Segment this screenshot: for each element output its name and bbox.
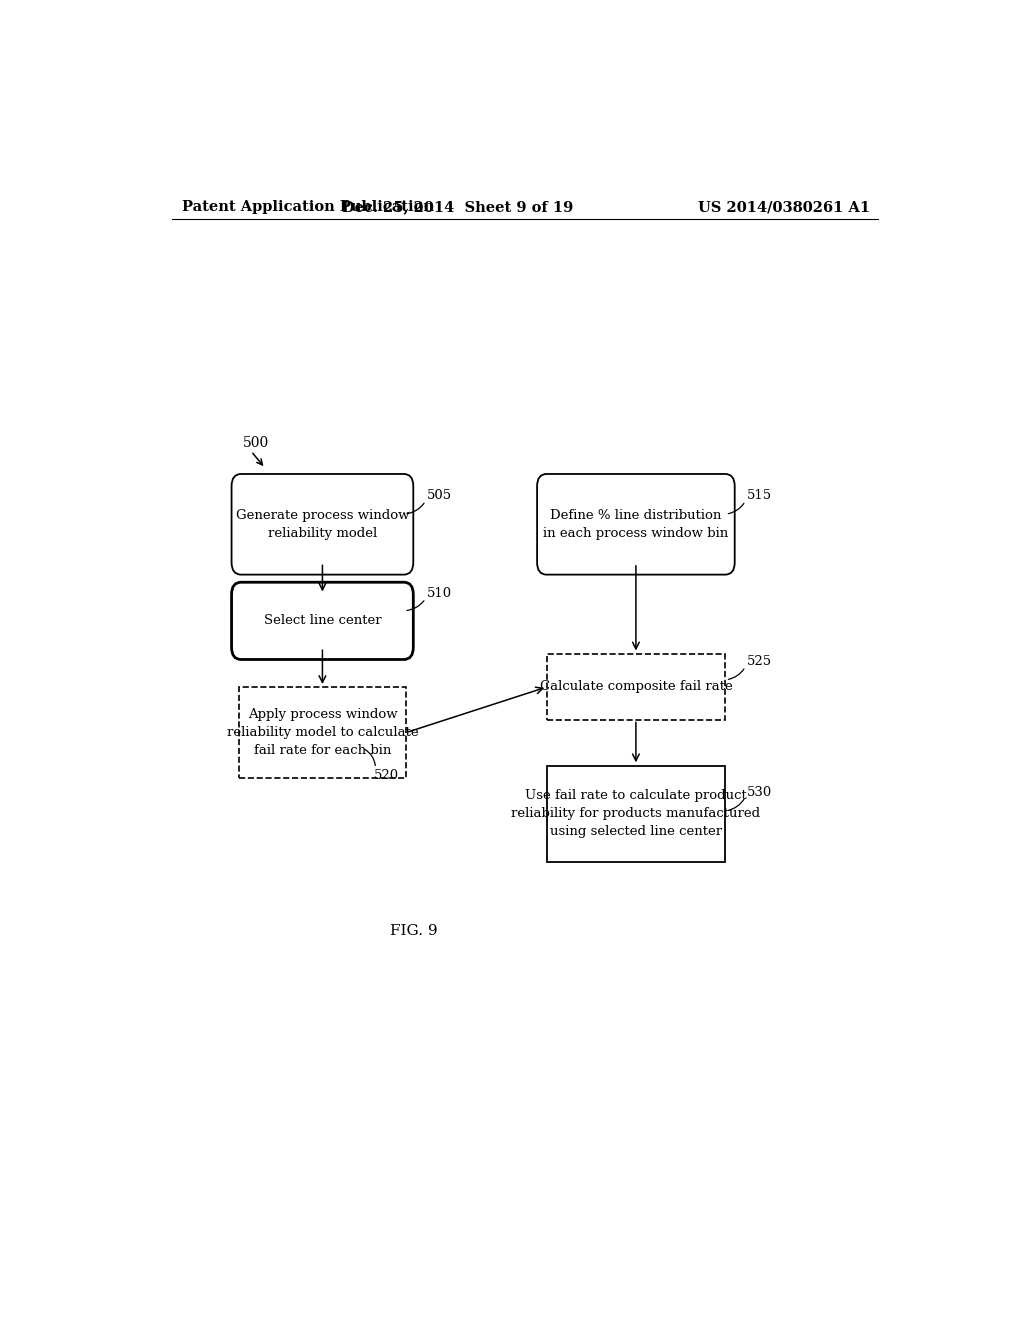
FancyBboxPatch shape (538, 474, 734, 574)
FancyBboxPatch shape (240, 686, 406, 779)
Text: Calculate composite fail rate: Calculate composite fail rate (540, 680, 732, 693)
Text: Use fail rate to calculate product
reliability for products manufactured
using s: Use fail rate to calculate product relia… (511, 789, 761, 838)
Text: 515: 515 (748, 490, 772, 503)
Text: 530: 530 (748, 787, 772, 799)
Text: 520: 520 (374, 768, 399, 781)
Text: 525: 525 (748, 655, 772, 668)
FancyBboxPatch shape (547, 766, 725, 862)
Text: FIG. 9: FIG. 9 (390, 924, 437, 939)
Text: 510: 510 (427, 587, 453, 599)
Text: Patent Application Publication: Patent Application Publication (182, 201, 434, 214)
Text: 505: 505 (427, 490, 453, 503)
Text: 500: 500 (243, 436, 269, 450)
FancyBboxPatch shape (547, 653, 725, 719)
Text: Generate process window
reliability model: Generate process window reliability mode… (236, 508, 410, 540)
Text: US 2014/0380261 A1: US 2014/0380261 A1 (698, 201, 870, 214)
FancyBboxPatch shape (231, 582, 414, 660)
FancyBboxPatch shape (231, 474, 414, 574)
Text: Define % line distribution
in each process window bin: Define % line distribution in each proce… (544, 508, 728, 540)
Text: Dec. 25, 2014  Sheet 9 of 19: Dec. 25, 2014 Sheet 9 of 19 (342, 201, 573, 214)
Text: Apply process window
reliability model to calculate
fail rate for each bin: Apply process window reliability model t… (226, 708, 418, 758)
Text: Select line center: Select line center (263, 614, 381, 627)
